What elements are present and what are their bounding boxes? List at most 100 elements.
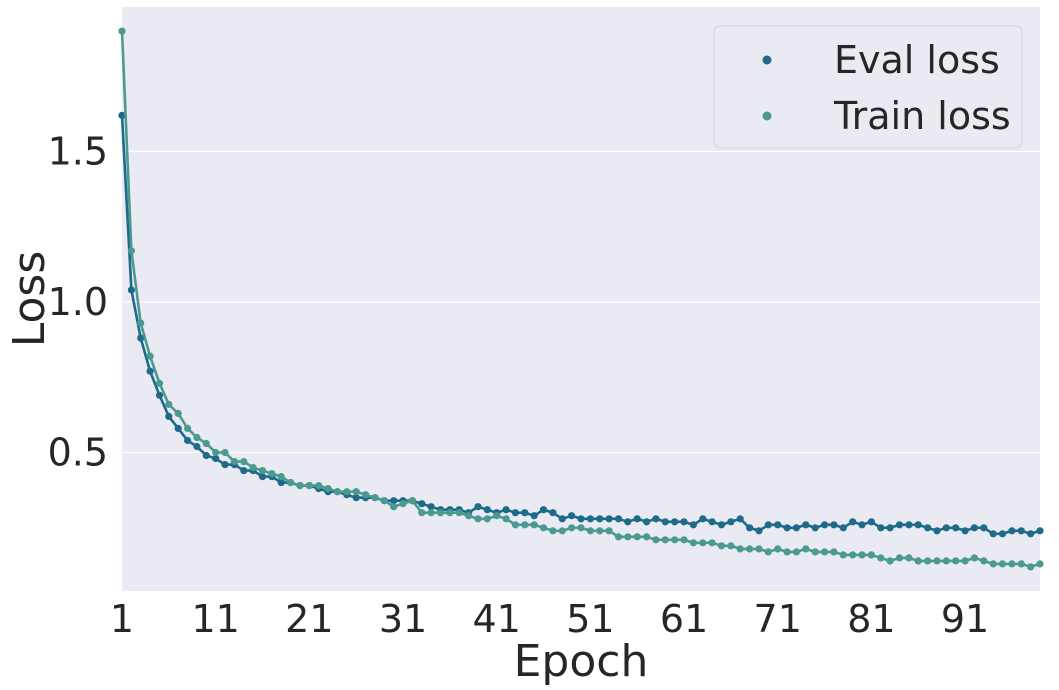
eval-loss-point (539, 506, 548, 514)
eval-loss-point (774, 521, 782, 529)
series-layer (118, 27, 1044, 571)
x-tick-labels: 1 11 21 31 41 51 61 71 81 91 (110, 597, 989, 641)
eval-loss-point (146, 367, 154, 375)
eval-loss-point (184, 436, 192, 445)
eval-loss-point (717, 521, 726, 529)
train-loss-point (184, 424, 192, 432)
eval-loss-point (418, 500, 426, 508)
x-tick-label: 91 (941, 597, 989, 641)
train-loss-point (315, 482, 323, 490)
train-loss-point (886, 557, 894, 565)
eval-loss-point (258, 473, 267, 481)
eval-loss-point (530, 512, 538, 520)
eval-loss-point (427, 503, 435, 511)
train-loss-point (343, 488, 351, 496)
train-loss-point (792, 548, 801, 556)
eval-loss-point (877, 524, 885, 532)
train-loss-point (155, 379, 164, 387)
eval-loss-point (661, 518, 669, 526)
train-loss-point (877, 554, 885, 562)
eval-loss-point (998, 530, 1007, 538)
train-loss-point (268, 470, 276, 478)
train-loss-point (165, 400, 173, 408)
eval-loss-point (830, 521, 838, 529)
eval-loss-point (568, 512, 576, 520)
train-loss-point (914, 557, 922, 565)
legend-marker-eval-loss (762, 55, 772, 65)
eval-loss-point (1008, 527, 1016, 535)
train-loss-point (596, 527, 604, 535)
train-loss-point (821, 548, 829, 556)
eval-loss-point (202, 451, 210, 460)
eval-loss-point (558, 515, 566, 523)
train-loss-point (296, 482, 304, 490)
eval-loss-point (952, 524, 960, 532)
train-loss-point (661, 536, 669, 544)
eval-loss-point (596, 515, 604, 523)
legend-label-eval-loss: Eval loss (834, 38, 1000, 82)
train-loss-point (614, 533, 623, 541)
train-loss-point (539, 524, 548, 532)
eval-loss-point (821, 521, 829, 529)
train-loss-point (717, 542, 726, 550)
train-loss-point (258, 467, 267, 475)
train-loss-point (174, 409, 182, 417)
x-tick-label: 31 (379, 597, 427, 641)
train-loss-point (436, 509, 445, 517)
train-loss-point (427, 509, 435, 517)
eval-loss-point (680, 518, 688, 526)
train-loss-point (605, 527, 613, 535)
eval-loss-point (689, 521, 698, 529)
eval-loss-point (914, 521, 922, 529)
eval-loss-point (221, 461, 229, 469)
train-loss-point (465, 512, 473, 520)
train-loss-point (212, 448, 220, 457)
train-loss-point (511, 521, 519, 529)
train-loss-point (633, 533, 641, 541)
train-loss-point (493, 512, 501, 520)
train-loss-point (839, 551, 847, 559)
eval-loss-point (783, 524, 791, 532)
x-tick-label: 21 (285, 597, 333, 641)
train-loss-point (933, 557, 941, 565)
train-loss-point (942, 557, 950, 565)
eval-loss-point (802, 521, 810, 529)
train-loss-point (530, 521, 538, 529)
train-loss-point (137, 319, 145, 327)
x-tick-label: 41 (473, 597, 521, 641)
train-loss-point (858, 551, 866, 559)
x-tick-label: 61 (660, 597, 708, 641)
train-loss-point (624, 533, 632, 541)
train-loss-point (230, 458, 238, 466)
eval-loss-point (905, 521, 913, 529)
x-tick-label: 11 (191, 597, 239, 641)
eval-loss-point (614, 515, 623, 523)
eval-loss-point (577, 515, 585, 523)
train-loss-point (924, 557, 932, 565)
y-tick-labels: 0.5 1.0 1.5 (48, 129, 108, 474)
train-loss-point (746, 545, 754, 553)
train-loss-point (287, 479, 295, 487)
train-loss-point (558, 527, 566, 535)
train-loss-point (399, 500, 407, 508)
train-loss-point (998, 560, 1007, 568)
x-tick-label: 51 (566, 597, 614, 641)
eval-loss-point (671, 518, 679, 526)
eval-loss-point (624, 518, 632, 526)
eval-loss-point (352, 494, 360, 502)
train-loss-point (371, 494, 379, 502)
eval-loss-point (1017, 527, 1025, 535)
x-tick-label: 71 (754, 597, 802, 641)
eval-loss-point (989, 530, 997, 538)
eval-loss-point (118, 111, 126, 119)
train-loss-point (1036, 560, 1044, 568)
train-loss-point (970, 554, 979, 562)
train-loss-point (446, 509, 454, 517)
eval-loss-point (764, 521, 772, 529)
eval-loss-point (727, 518, 735, 526)
eval-loss-point (736, 515, 744, 523)
train-loss-point (652, 536, 660, 544)
train-loss-point (352, 488, 360, 496)
train-loss-point (867, 551, 876, 559)
